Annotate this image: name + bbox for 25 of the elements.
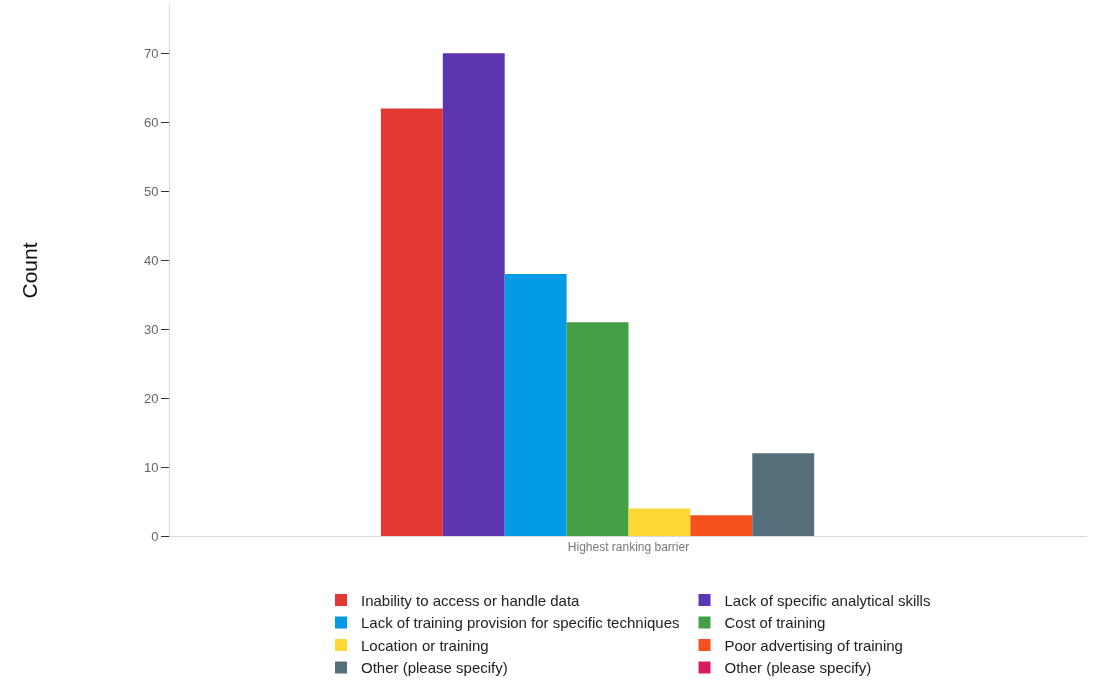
y-tick-label: 40: [143, 252, 159, 268]
y-tick-label: 20: [143, 390, 159, 406]
bar: [752, 453, 815, 536]
legend-label: Other (please specify): [724, 659, 872, 677]
bar: [380, 108, 443, 536]
legend-label: Lack of specific analytical skills: [724, 591, 931, 609]
y-tick-label: 0: [151, 528, 159, 544]
bar: [628, 508, 691, 536]
legend-label: Other (please specify): [361, 659, 508, 677]
y-tick-label: 10: [143, 459, 159, 475]
legend-label: Location or training: [361, 636, 489, 654]
legend-label: Poor advertising of training: [724, 636, 903, 654]
legend-label: Inability to access or handle data: [361, 591, 581, 609]
y-axis-title: Count: [18, 242, 42, 299]
x-tick-label: Highest ranking barrier: [567, 540, 690, 555]
legend-label: Cost of training: [724, 614, 826, 632]
bar: [442, 53, 505, 536]
legend-label: Lack of training provision for specific techniques: [361, 614, 680, 632]
y-tick-label: 30: [143, 321, 159, 337]
y-tick-label: 60: [143, 114, 159, 130]
bar: [690, 515, 753, 536]
bar: [504, 273, 567, 536]
bar: [566, 322, 629, 536]
y-tick-label: 70: [143, 45, 159, 61]
y-tick-label: 50: [143, 183, 159, 199]
